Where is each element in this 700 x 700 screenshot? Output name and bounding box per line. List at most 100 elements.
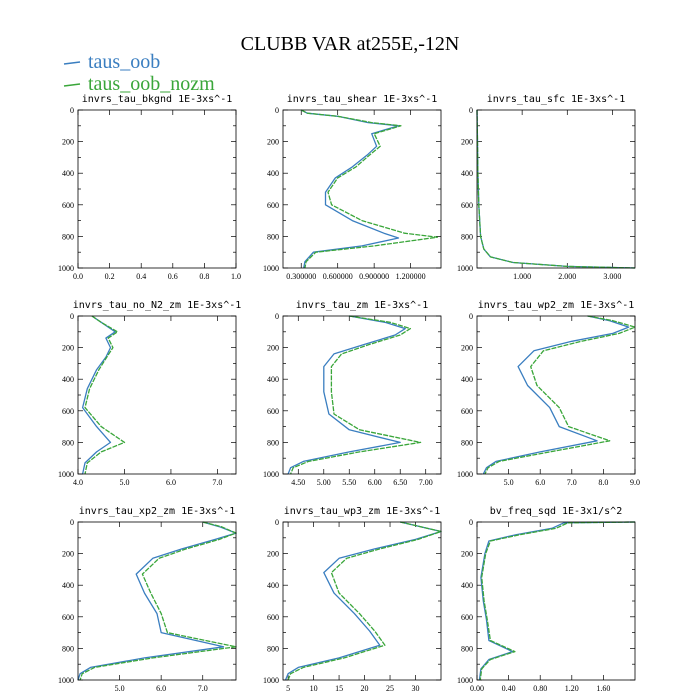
x-tick-label: 6.50 bbox=[393, 478, 407, 487]
panel-title: invrs_tau_wp2_zm 1E-3xs^-1 bbox=[478, 300, 635, 311]
series-line-taus-oob-nozm bbox=[484, 315, 636, 475]
series-line-taus-oob-nozm bbox=[287, 521, 442, 681]
y-tick-label: 0 bbox=[70, 106, 74, 115]
y-tick-label: 400 bbox=[461, 375, 473, 384]
y-tick-label: 1000 bbox=[263, 470, 279, 479]
series-line-taus-oob bbox=[478, 521, 636, 681]
panel-3: invrs_tau_sfc 1E-3xs^-1 0 200 400 600 800 1000… bbox=[457, 94, 636, 281]
panel-title: invrs_tau_sfc 1E-3xs^-1 bbox=[487, 94, 625, 105]
y-tick-label: 200 bbox=[62, 550, 74, 559]
x-tick-label: 1.000 bbox=[513, 272, 531, 281]
y-tick-label: 1000 bbox=[58, 676, 74, 685]
x-tick-label: 3.000 bbox=[603, 272, 621, 281]
y-tick-label: 1000 bbox=[457, 676, 473, 685]
y-tick-label: 600 bbox=[62, 201, 74, 210]
legend: taus_oob taus_oob_nozm bbox=[63, 51, 215, 95]
series-line-taus-oob bbox=[77, 521, 237, 681]
x-tick-label: 1.20 bbox=[565, 684, 579, 693]
panel-1: invrs_tau_bkgnd 1E-3xs^-1 0 200 400 600 800 10… bbox=[58, 94, 241, 281]
y-tick-label: 0 bbox=[469, 106, 473, 115]
figure-title: CLUBB VAR at255E,-12N bbox=[241, 33, 460, 55]
y-tick-label: 800 bbox=[62, 232, 74, 241]
x-tick-label: 0.8 bbox=[199, 272, 209, 281]
y-tick-label: 600 bbox=[461, 613, 473, 622]
x-tick-label: 7.0 bbox=[567, 478, 577, 487]
x-tick-label: 2.000 bbox=[558, 272, 576, 281]
series-line-taus-oob-nozm bbox=[300, 109, 439, 269]
panel-title: invrs_tau_xp2_zm 1E-3xs^-1 bbox=[79, 506, 236, 517]
y-tick-label: 400 bbox=[267, 375, 279, 384]
x-tick-label: 7.00 bbox=[419, 478, 433, 487]
y-tick-label: 1000 bbox=[263, 676, 279, 685]
plot-frame bbox=[77, 521, 237, 681]
series-line-taus-oob bbox=[287, 315, 406, 475]
panel-7: invrs_tau_xp2_zm 1E-3xs^-1 0 200 400 600 800 1… bbox=[58, 506, 237, 693]
y-tick-label: 800 bbox=[461, 232, 473, 241]
y-tick-label: 0 bbox=[275, 518, 279, 527]
x-tick-label: 0.2 bbox=[105, 272, 115, 281]
y-tick-label: 400 bbox=[267, 581, 279, 590]
panel-grid: invrs_tau_bkgnd 1E-3xs^-1020040060080010… bbox=[58, 94, 640, 693]
y-tick-label: 1000 bbox=[58, 470, 74, 479]
series-line-taus-oob-nozm bbox=[289, 315, 422, 475]
plot-frame bbox=[282, 521, 442, 681]
plot-frame bbox=[476, 315, 636, 475]
series-line-taus-oob-nozm bbox=[79, 521, 237, 681]
y-tick-label: 1000 bbox=[58, 264, 74, 273]
y-tick-label: 400 bbox=[267, 169, 279, 178]
y-tick-label: 0 bbox=[70, 312, 74, 321]
y-tick-label: 600 bbox=[461, 201, 473, 210]
y-tick-label: 400 bbox=[461, 581, 473, 590]
panel-title: bv_freq_sqd 1E-3x1/s^2 bbox=[490, 506, 622, 517]
panel-4: invrs_tau_no_N2_zm 1E-3xs^-10 200 400 600 80… bbox=[58, 300, 241, 487]
x-tick-label: 10 bbox=[310, 684, 318, 693]
x-tick-label: 15 bbox=[335, 684, 343, 693]
series-line-taus-oob bbox=[482, 315, 630, 475]
panel-title: invrs_tau_no_N2_zm 1E-3xs^-1 bbox=[73, 300, 242, 311]
y-tick-label: 600 bbox=[62, 407, 74, 416]
x-tick-label: 0.80 bbox=[533, 684, 547, 693]
series-line-taus-oob bbox=[81, 315, 116, 475]
y-tick-label: 0 bbox=[469, 312, 473, 321]
panel-2: invrs_tau_shear 1E-3xs^-1 0 200 400 600 800 10… bbox=[263, 94, 442, 281]
x-tick-label: 25 bbox=[386, 684, 394, 693]
x-tick-label: 30 bbox=[412, 684, 420, 693]
series-line-taus-oob-nozm bbox=[479, 521, 636, 681]
y-tick-label: 200 bbox=[62, 138, 74, 147]
x-tick-label: 0.6 bbox=[168, 272, 178, 281]
y-tick-label: 400 bbox=[62, 581, 74, 590]
legend-line-taus-oob bbox=[63, 61, 81, 65]
y-tick-label: 600 bbox=[461, 407, 473, 416]
panel-title: invrs_tau_wp3_zm 1E-3xs^-1 bbox=[284, 506, 441, 517]
panel-9: bv_freq_sqd 1E-3x1/s^2020040060080010000… bbox=[457, 506, 636, 693]
y-tick-label: 600 bbox=[62, 613, 74, 622]
y-tick-label: 600 bbox=[267, 613, 279, 622]
panel-6: invrs_tau_wp2_zm 1E-3xs^-1 0 200 400 600 800 1… bbox=[457, 300, 640, 487]
series-line-taus-oob bbox=[476, 109, 636, 269]
y-tick-label: 200 bbox=[62, 344, 74, 353]
y-tick-label: 400 bbox=[461, 169, 473, 178]
x-tick-label: 20 bbox=[361, 684, 369, 693]
y-tick-label: 600 bbox=[267, 407, 279, 416]
x-tick-label: 6.0 bbox=[535, 478, 545, 487]
x-tick-label: 4.50 bbox=[291, 478, 305, 487]
y-tick-label: 800 bbox=[461, 644, 473, 653]
series-line-taus-oob bbox=[300, 109, 400, 269]
plot-frame bbox=[77, 109, 237, 269]
x-tick-label: 8.0 bbox=[598, 478, 608, 487]
x-tick-label: 1.200000 bbox=[396, 272, 426, 281]
y-tick-label: 0 bbox=[469, 518, 473, 527]
x-tick-label: 1.0 bbox=[231, 272, 241, 281]
x-tick-label: 0.40 bbox=[502, 684, 516, 693]
x-tick-label: 0.900000 bbox=[359, 272, 389, 281]
x-tick-label: 5.0 bbox=[119, 478, 129, 487]
x-tick-label: 0.300000 bbox=[286, 272, 316, 281]
y-tick-label: 200 bbox=[461, 344, 473, 353]
x-tick-label: 6.0 bbox=[166, 478, 176, 487]
plot-frame bbox=[282, 109, 442, 269]
y-tick-label: 0 bbox=[70, 518, 74, 527]
x-tick-label: 0.600000 bbox=[323, 272, 353, 281]
y-tick-label: 800 bbox=[62, 438, 74, 447]
panel-title: invrs_tau_bkgnd 1E-3xs^-1 bbox=[82, 94, 233, 105]
